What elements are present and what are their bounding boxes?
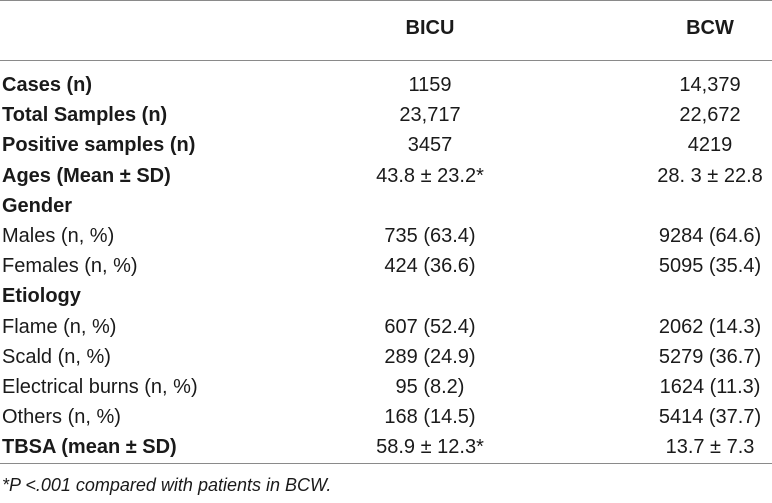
cell-bcw: 4219 [687, 134, 733, 157]
row-label: Flame (n, %) [2, 315, 117, 338]
cell-bcw: 1624 (11.3) [659, 375, 761, 398]
table-row: Ages (Mean ± SD) 43.8 ± 23.2* 28. 3 ± 22.8 [0, 161, 772, 191]
table-row: Males (n, %) 735 (63.4) 9284 (64.6) [0, 221, 772, 251]
cell-bicu: 58.9 ± 12.3* [376, 436, 484, 459]
row-label: Ages (Mean ± SD) [2, 164, 171, 187]
table-row: Gender [0, 191, 772, 221]
row-label: TBSA (mean ± SD) [2, 436, 177, 459]
table-row: Positive samples (n) 3457 4219 [0, 130, 772, 160]
cell-bcw: 13.7 ± 7.3 [665, 436, 755, 459]
table-row: Electrical burns (n, %) 95 (8.2) 1624 (11.… [0, 372, 772, 402]
cell-bicu: 3457 [407, 134, 453, 157]
table-header-rule [0, 60, 772, 61]
cell-bicu: 607 (52.4) [384, 315, 476, 338]
row-label: Positive samples (n) [2, 134, 196, 157]
cell-bcw: 22,672 [679, 104, 741, 127]
cell-bicu: 424 (36.6) [384, 255, 476, 278]
table-footnote: *P <.001 compared with patients in BCW. [2, 475, 332, 495]
row-label: Scald (n, %) [2, 345, 111, 368]
row-label: Others (n, %) [2, 406, 121, 429]
table-row: Cases (n) 1159 14,379 [0, 70, 772, 100]
table-row: Total Samples (n) 23,717 22,672 [0, 100, 772, 130]
cell-bicu: 289 (24.9) [384, 345, 476, 368]
cell-bcw: 9284 (64.6) [658, 224, 762, 247]
cell-bicu: 1159 [408, 74, 452, 96]
table-row: Etiology [0, 281, 772, 311]
table-top-rule [0, 0, 772, 1]
cell-bicu: 168 (14.5) [384, 406, 476, 429]
row-label: Total Samples (n) [2, 104, 168, 127]
table-row: Flame (n, %) 607 (52.4) 2062 (14.3) [0, 312, 772, 342]
row-label: Cases (n) [2, 74, 93, 96]
cell-bcw: 28. 3 ± 22.8 [657, 164, 763, 187]
table-row: Females (n, %) 424 (36.6) 5095 (35.4) [0, 251, 772, 281]
row-label: Females (n, %) [2, 255, 138, 278]
row-label: Gender [2, 194, 73, 217]
table-row: TBSA (mean ± SD) 58.9 ± 12.3* 13.7 ± 7.3 [0, 432, 772, 462]
cell-bcw: 5095 (35.4) [658, 255, 762, 278]
row-label: Etiology [2, 285, 81, 308]
cell-bcw: 5414 (37.7) [658, 406, 762, 429]
cell-bcw: 2062 (14.3) [658, 315, 762, 338]
cell-bcw: 14,379 [679, 74, 741, 96]
cell-bcw: 5279 (36.7) [658, 345, 762, 368]
row-label: Electrical burns (n, %) [2, 375, 198, 398]
table-row: Scald (n, %) 289 (24.9) 5279 (36.7) [0, 342, 772, 372]
cell-bicu: 43.8 ± 23.2* [376, 164, 484, 187]
column-header-bcw: BCW [686, 17, 734, 39]
table-header: BICU BCW [0, 0, 772, 60]
table-row: Others (n, %) 168 (14.5) 5414 (37.7) [0, 402, 772, 432]
table-body: Cases (n) 1159 14,379 Total Samples (n) 23,7… [0, 70, 772, 462]
column-header-bicu: BICU [405, 17, 455, 39]
row-label: Males (n, %) [2, 224, 115, 247]
cell-bicu: 735 (63.4) [384, 224, 476, 247]
cell-bicu: 95 (8.2) [395, 375, 465, 398]
cell-bicu: 23,717 [399, 104, 461, 127]
table-bottom-rule [0, 463, 772, 464]
